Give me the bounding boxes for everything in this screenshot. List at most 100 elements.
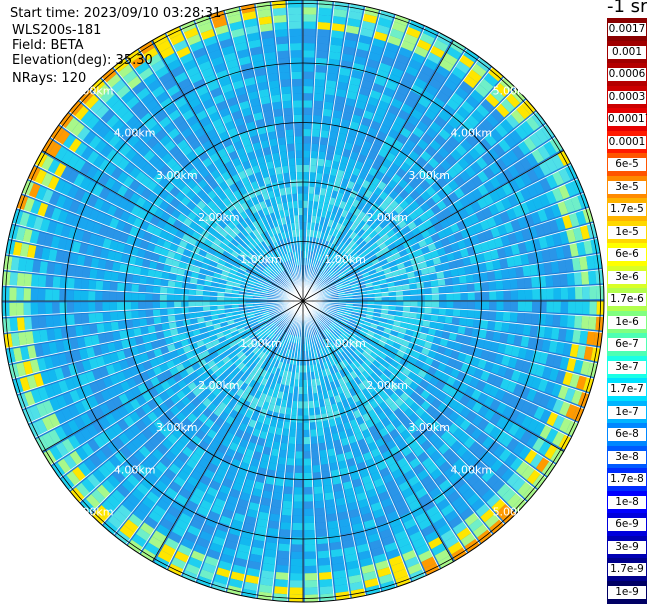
- ray-cell: [263, 315, 272, 321]
- ray-cell: [18, 331, 27, 346]
- ray-cell: [44, 384, 56, 399]
- ray-cell: [334, 95, 345, 105]
- ray-cell: [335, 230, 342, 239]
- ray-cell: [379, 219, 388, 229]
- ray-cell: [55, 340, 65, 354]
- ray-cell: [15, 362, 27, 378]
- ray-cell: [136, 464, 150, 477]
- ray-cell: [149, 234, 159, 245]
- ray-cell: [447, 357, 457, 368]
- ray-cell: [180, 538, 196, 550]
- ray-cell: [424, 307, 432, 314]
- ray-cell: [265, 277, 273, 284]
- ray-cell: [342, 358, 350, 367]
- ray-cell: [328, 131, 338, 140]
- ray-cell: [196, 284, 204, 291]
- ray-cell: [326, 65, 339, 75]
- ray-cell: [214, 369, 224, 378]
- ray-cell: [71, 375, 83, 389]
- ray-cell: [137, 344, 147, 355]
- ray-cell: [369, 272, 378, 279]
- ray-cell: [126, 377, 137, 389]
- ray-cell: [216, 467, 228, 478]
- ray-cell: [329, 366, 336, 375]
- ray-cell: [515, 266, 524, 278]
- ray-cell: [390, 122, 403, 133]
- ray-cell: [373, 76, 387, 87]
- ray-cell: [304, 487, 314, 495]
- ray-cell: [429, 139, 442, 152]
- ray-cell: [555, 245, 565, 260]
- ray-cell: [360, 254, 369, 262]
- ray-cell: [569, 242, 579, 257]
- ray-cell: [313, 479, 323, 488]
- ray-cell: [210, 456, 222, 468]
- ray-cell: [324, 87, 336, 96]
- ray-cell: [46, 220, 58, 235]
- ray-cell: [381, 141, 392, 152]
- ray-cell: [247, 351, 256, 360]
- ray-cell: [434, 549, 450, 562]
- ray-cell: [241, 319, 250, 325]
- ray-cell: [368, 230, 378, 239]
- ray-cell: [187, 381, 198, 392]
- ray-cell: [150, 485, 164, 499]
- ray-cell: [300, 343, 303, 352]
- ray-cell: [239, 240, 247, 249]
- ray-cell: [240, 373, 249, 383]
- ray-cell: [272, 411, 280, 421]
- ray-cell: [421, 524, 436, 537]
- ray-cell: [517, 241, 528, 254]
- ray-cell: [218, 242, 228, 251]
- ray-cell: [209, 291, 218, 297]
- ray-cell: [275, 368, 281, 376]
- ray-cell: [204, 355, 213, 364]
- ray-cell: [420, 267, 430, 275]
- ray-cell: [169, 481, 182, 494]
- ray-cell: [265, 347, 272, 356]
- ray-cell: [74, 229, 85, 242]
- ray-cell: [152, 301, 160, 309]
- ray-cell: [453, 341, 463, 351]
- ray-cell: [124, 283, 132, 292]
- ray-cell: [579, 330, 589, 345]
- ray-cell: [82, 206, 93, 219]
- ray-cell: [320, 255, 326, 263]
- ray-cell: [410, 108, 423, 120]
- ray-cell: [312, 201, 319, 209]
- ray-cell: [377, 411, 388, 421]
- ray-cell: [326, 258, 333, 267]
- ray-cell: [73, 188, 86, 202]
- ray-cell: [336, 269, 344, 276]
- ray-cell: [329, 243, 335, 252]
- ray-cell: [393, 320, 402, 327]
- ray-cell: [357, 219, 366, 229]
- ray-cell: [100, 144, 113, 158]
- ray-cell: [147, 423, 160, 436]
- ray-cell: [60, 166, 73, 181]
- ray-cell: [222, 344, 231, 352]
- ray-cell: [438, 128, 451, 141]
- ray-cell: [369, 242, 379, 251]
- ray-cell: [45, 275, 54, 288]
- ray-cell: [396, 295, 404, 301]
- ray-cell: [336, 248, 344, 257]
- ray-cell: [481, 310, 490, 320]
- ray-cell: [362, 324, 370, 330]
- ray-cell: [233, 235, 242, 244]
- ray-cell: [581, 315, 590, 330]
- ray-cell: [490, 363, 501, 375]
- ray-cell: [276, 288, 284, 293]
- ray-cell: [336, 207, 344, 216]
- ray-cell: [85, 180, 98, 194]
- ray-cell: [423, 58, 438, 71]
- ray-cell: [303, 429, 311, 438]
- ray-cell: [520, 187, 532, 201]
- ray-cell: [365, 525, 379, 536]
- ray-cell: [440, 354, 451, 365]
- ray-cell: [245, 515, 257, 526]
- ray-cell: [118, 263, 128, 273]
- ray-cell: [353, 216, 362, 226]
- ray-cell: [319, 449, 328, 458]
- ray-cell: [501, 321, 510, 333]
